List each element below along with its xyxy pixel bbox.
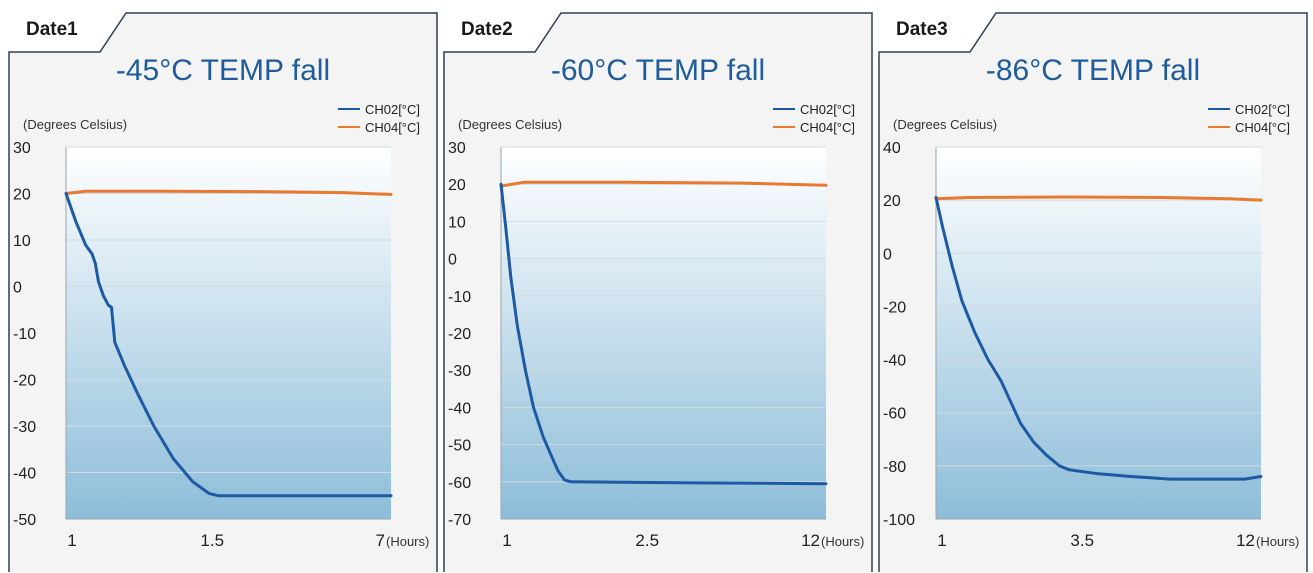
- legend-swatch-ch04: [772, 126, 795, 128]
- y-tick-label: 10: [448, 214, 466, 231]
- y-tick-label: 20: [448, 177, 466, 194]
- series-line-ch02: [934, 196, 1263, 481]
- tab-label: Date1: [26, 19, 78, 40]
- series-line-ch04: [64, 189, 393, 196]
- y-axis-unit-label: (Degrees Celsius): [23, 117, 128, 132]
- x-tick-label: 12: [801, 531, 820, 550]
- y-tick-label: -60: [448, 475, 471, 492]
- chart-title: -45°C TEMP fall: [115, 54, 331, 87]
- chart-panel-date2: Date2 -60°C TEMP fall (Degrees Celsius) …: [443, 10, 873, 573]
- chart-panel-date1: Date1 -45°C TEMP fall (Degrees Celsius) …: [8, 10, 438, 573]
- x-axis-unit-label: (Hours): [386, 534, 429, 549]
- legend-label-ch02: CH02[°C]: [364, 101, 420, 117]
- chart-panel-date3: Date3 -86°C TEMP fall (Degrees Celsius) …: [878, 10, 1308, 573]
- y-tick-label: -30: [448, 363, 471, 380]
- legend: CH02[°C] CH04[°C]: [772, 100, 855, 136]
- x-tick-label: 1: [502, 531, 511, 550]
- legend-item-ch02: CH02[°C]: [772, 100, 855, 118]
- y-tick-label: -50: [13, 512, 36, 529]
- series-line-ch02: [499, 182, 828, 486]
- y-tick-label: -20: [448, 326, 471, 343]
- y-tick-label: -10: [13, 326, 36, 343]
- x-tick-label: 12: [1236, 531, 1255, 550]
- chart-title: -86°C TEMP fall: [985, 54, 1201, 87]
- tab-label: Date2: [461, 19, 513, 40]
- legend-swatch-ch02: [1207, 108, 1230, 110]
- legend-swatch-ch04: [1207, 126, 1230, 128]
- legend-swatch-ch02: [337, 108, 360, 110]
- y-tick-label: 0: [448, 252, 457, 269]
- y-tick-label: -10: [448, 289, 471, 306]
- series-line-ch04: [934, 195, 1263, 202]
- chart-title: -60°C TEMP fall: [550, 54, 766, 87]
- legend-label-ch04: CH04[°C]: [1234, 119, 1290, 135]
- legend-item-ch04: CH04[°C]: [1207, 118, 1290, 136]
- legend-swatch-ch04: [337, 126, 360, 128]
- plot-area: 30 20 10 0 -10 -20 -30 -40 -50 -60 -70 1 2.5 12 (Hours…: [448, 140, 864, 550]
- y-axis-unit-label: (Degrees Celsius): [893, 117, 998, 132]
- x-tick-label: 1: [937, 531, 946, 550]
- y-tick-label: -40: [13, 466, 36, 483]
- y-tick-label: 20: [883, 193, 901, 210]
- y-tick-label: -60: [883, 406, 906, 423]
- x-tick-label: 7: [376, 531, 385, 550]
- y-tick-label: -50: [448, 438, 471, 455]
- legend: CH02[°C] CH04[°C]: [1207, 100, 1290, 136]
- x-tick-label: 3.5: [1070, 531, 1094, 550]
- y-tick-label: -40: [448, 400, 471, 417]
- legend-item-ch04: CH04[°C]: [337, 118, 420, 136]
- y-tick-label: 0: [883, 246, 892, 263]
- y-tick-label: -80: [883, 459, 906, 476]
- y-tick-label: 10: [13, 233, 31, 250]
- legend-swatch-ch02: [772, 108, 795, 110]
- legend-item-ch02: CH02[°C]: [1207, 100, 1290, 118]
- y-tick-label: -20: [883, 299, 906, 316]
- series-line-ch02: [64, 192, 393, 498]
- x-axis-unit-label: (Hours): [821, 534, 864, 549]
- series-line-ch04: [499, 180, 828, 188]
- legend-label-ch02: CH02[°C]: [1234, 101, 1290, 117]
- legend-item-ch02: CH02[°C]: [337, 100, 420, 118]
- x-axis-unit-label: (Hours): [1256, 534, 1299, 549]
- x-tick-label: 2.5: [635, 531, 659, 550]
- y-tick-label: -20: [13, 373, 36, 390]
- legend-label-ch02: CH02[°C]: [799, 101, 855, 117]
- legend: CH02[°C] CH04[°C]: [337, 100, 420, 136]
- plot-background: [936, 147, 1261, 519]
- y-tick-label: 30: [448, 140, 466, 157]
- legend-label-ch04: CH04[°C]: [799, 119, 855, 135]
- tab-label: Date3: [896, 19, 948, 40]
- y-tick-label: 0: [13, 280, 22, 297]
- y-tick-label: -70: [448, 512, 471, 529]
- y-tick-label: 30: [13, 140, 31, 157]
- y-tick-label: -30: [13, 419, 36, 436]
- legend-label-ch04: CH04[°C]: [364, 119, 420, 135]
- x-tick-label: 1: [67, 531, 76, 550]
- y-tick-label: 40: [883, 140, 901, 157]
- y-tick-label: -40: [883, 353, 906, 370]
- y-tick-label: 20: [13, 187, 31, 204]
- x-tick-label: 1.5: [200, 531, 224, 550]
- y-axis-unit-label: (Degrees Celsius): [458, 117, 563, 132]
- plot-area: 30 20 10 0 -10 -20 -30 -40 -50 1 1.5 7 (Hours): [13, 140, 429, 550]
- plot-area: 40 20 0 -20 -40 -60 -80 -100 1 3.5 12 (Hours): [883, 140, 1299, 550]
- legend-item-ch04: CH04[°C]: [772, 118, 855, 136]
- y-tick-label: -100: [883, 512, 915, 529]
